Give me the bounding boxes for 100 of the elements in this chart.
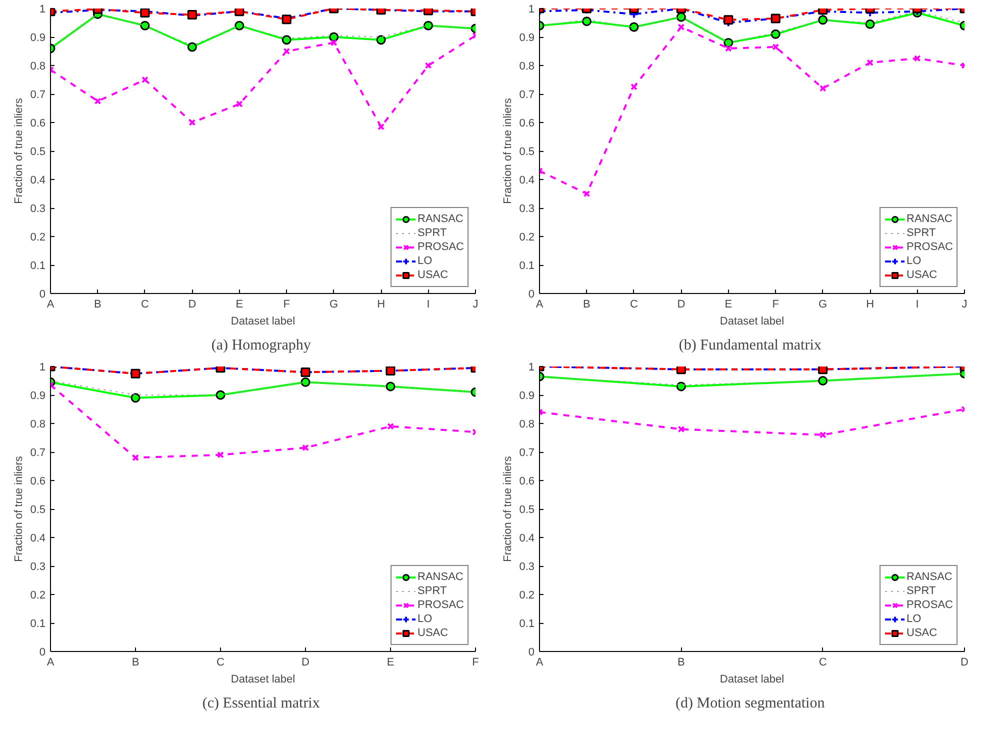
x-tick-label: J bbox=[472, 298, 478, 310]
y-tick-label: 0.6 bbox=[519, 118, 535, 130]
y-axis-title: Fraction of true inliers bbox=[502, 456, 514, 562]
y-tick-label: 0.1 bbox=[30, 618, 46, 630]
legend-label: SPRT bbox=[906, 584, 936, 598]
y-tick-label: 0 bbox=[39, 288, 46, 300]
y-tick-label: 0.8 bbox=[519, 418, 535, 430]
legend-label: LO bbox=[418, 254, 434, 268]
x-tick-label: A bbox=[46, 656, 55, 668]
y-tick-label: 0.2 bbox=[519, 590, 535, 602]
text: (a) Homography bbox=[211, 338, 312, 354]
x-tick-label: D bbox=[188, 298, 196, 310]
legend-label: USAC bbox=[906, 626, 938, 640]
x-tick-label: A bbox=[536, 656, 544, 668]
y-tick-label: 1 bbox=[528, 362, 535, 374]
text: (c) Essential matrix bbox=[202, 696, 320, 712]
y-tick-label: 0.8 bbox=[30, 418, 46, 430]
legend-label: RANSAC bbox=[906, 570, 952, 584]
y-tick-label: 0.5 bbox=[519, 146, 535, 158]
y-tick-label: 1 bbox=[528, 4, 535, 16]
x-tick-label: C bbox=[140, 298, 149, 310]
x-tick-label: H bbox=[377, 298, 386, 310]
x-tick-label: E bbox=[386, 656, 394, 668]
y-tick-label: 0.2 bbox=[30, 232, 46, 244]
legend-label: LO bbox=[418, 612, 434, 626]
legend-label: PROSAC bbox=[906, 598, 953, 612]
x-axis-title: Dataset label bbox=[720, 674, 784, 686]
legend-label: PROSAC bbox=[906, 240, 953, 254]
y-tick-label: 0 bbox=[528, 646, 535, 658]
y-axis-title: Fraction of true inliers bbox=[13, 456, 26, 562]
x-tick-label: G bbox=[330, 298, 338, 310]
y-tick-label: 1 bbox=[39, 4, 46, 16]
x-tick-label: C bbox=[630, 298, 638, 310]
x-tick-label: F bbox=[472, 656, 480, 668]
legend-label: LO bbox=[906, 254, 922, 268]
legend-label: RANSAC bbox=[418, 212, 464, 226]
x-tick-label: C bbox=[216, 656, 225, 668]
legend-label: USAC bbox=[418, 626, 448, 640]
x-tick-label: D bbox=[302, 656, 310, 668]
legend-label: SPRT bbox=[418, 584, 447, 598]
x-axis-title: Dataset label bbox=[230, 316, 296, 328]
y-tick-label: 0.3 bbox=[30, 203, 46, 215]
y-tick-label: 0.4 bbox=[30, 174, 46, 186]
y-tick-label: 0.7 bbox=[519, 447, 535, 459]
y-tick-label: 0.6 bbox=[30, 476, 46, 488]
legend-label: SPRT bbox=[906, 226, 936, 240]
legend-label: PROSAC bbox=[418, 598, 464, 612]
x-tick-label: B bbox=[132, 656, 140, 668]
x-tick-label: J bbox=[962, 298, 968, 310]
y-axis-title: Fraction of true inliers bbox=[13, 98, 26, 204]
y-tick-label: 0.6 bbox=[30, 118, 46, 130]
x-tick-label: F bbox=[772, 298, 780, 310]
y-tick-label: 0.1 bbox=[519, 618, 535, 630]
x-tick-label: A bbox=[536, 298, 544, 310]
y-tick-label: 0.7 bbox=[519, 89, 535, 101]
legend-label: RANSAC bbox=[906, 212, 952, 226]
y-tick-label: 0.6 bbox=[519, 476, 535, 488]
x-tick-label: E bbox=[724, 298, 732, 310]
legend-label: PROSAC bbox=[418, 240, 464, 254]
y-tick-label: 0.9 bbox=[519, 390, 535, 402]
x-tick-label: C bbox=[818, 656, 827, 668]
legend-label: SPRT bbox=[418, 226, 447, 240]
text: (b) Fundamental matrix bbox=[678, 338, 822, 354]
x-tick-label: H bbox=[866, 298, 874, 310]
y-axis-title: Fraction of true inliers bbox=[502, 98, 514, 204]
y-tick-label: 0.5 bbox=[30, 504, 46, 516]
x-tick-label: B bbox=[94, 298, 102, 310]
x-tick-label: E bbox=[236, 298, 244, 310]
y-tick-label: 0.2 bbox=[519, 232, 535, 244]
y-tick-label: 0.9 bbox=[519, 32, 535, 44]
y-tick-label: 0.5 bbox=[30, 146, 46, 158]
x-axis-title: Dataset label bbox=[230, 674, 296, 686]
legend-label: RANSAC bbox=[418, 570, 464, 584]
x-tick-label: F bbox=[283, 298, 290, 310]
y-tick-label: 0.8 bbox=[30, 60, 46, 72]
y-tick-label: 0.3 bbox=[519, 203, 535, 215]
y-tick-label: 0.4 bbox=[30, 532, 46, 544]
y-tick-label: 0.4 bbox=[519, 532, 535, 544]
x-tick-label: I bbox=[916, 298, 919, 310]
y-tick-label: 0.2 bbox=[30, 590, 46, 602]
y-tick-label: 0.1 bbox=[30, 260, 46, 272]
x-tick-label: D bbox=[960, 656, 969, 668]
y-tick-label: 0.7 bbox=[30, 447, 46, 459]
x-tick-label: I bbox=[426, 298, 430, 310]
y-tick-label: 0.4 bbox=[519, 174, 535, 186]
y-tick-label: 0.3 bbox=[30, 561, 46, 573]
legend-label: USAC bbox=[418, 268, 448, 282]
x-tick-label: A bbox=[46, 298, 55, 310]
y-tick-label: 0 bbox=[528, 288, 535, 300]
x-tick-label: B bbox=[583, 298, 590, 310]
y-tick-label: 0.8 bbox=[519, 60, 535, 72]
text: (d) Motion segmentation bbox=[676, 696, 826, 712]
y-tick-label: 1 bbox=[39, 362, 46, 374]
y-tick-label: 0.9 bbox=[30, 390, 46, 402]
y-tick-label: 0 bbox=[39, 646, 46, 658]
x-tick-label: B bbox=[678, 656, 685, 668]
y-tick-label: 0.5 bbox=[519, 504, 535, 516]
y-tick-label: 0.3 bbox=[519, 561, 535, 573]
x-axis-title: Dataset label bbox=[720, 316, 784, 328]
x-tick-label: G bbox=[818, 298, 828, 310]
